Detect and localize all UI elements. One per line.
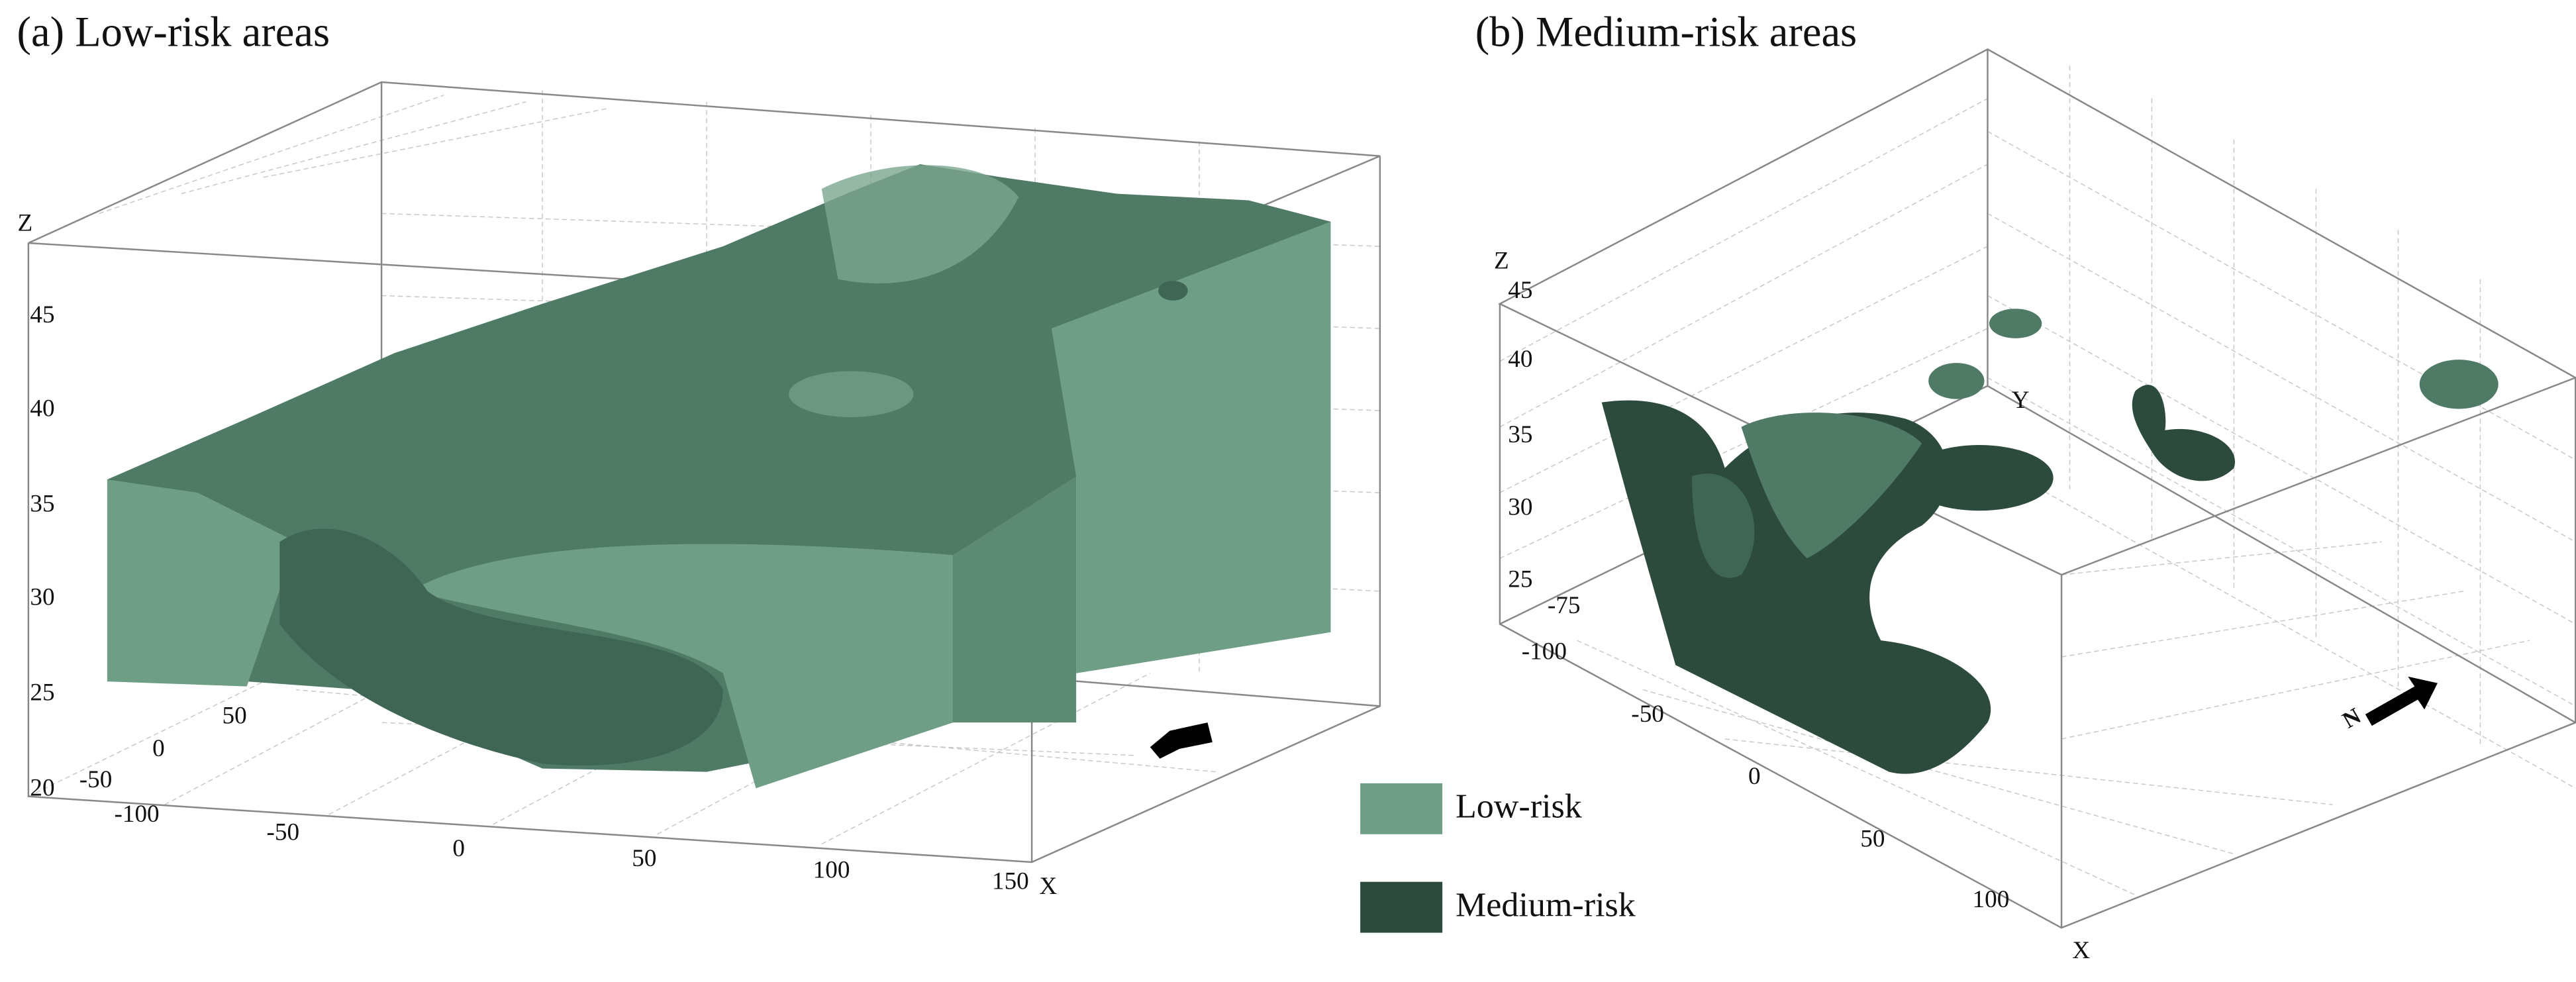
- z-tick-label: 25: [1508, 565, 1532, 593]
- panel-title: (a) Low-risk areas: [17, 8, 330, 55]
- z-tick-label: 35: [30, 490, 54, 517]
- north-arrow: [2365, 676, 2438, 726]
- x-axis-label: X: [1040, 873, 1058, 900]
- x-tick-label: 0: [452, 835, 465, 862]
- z-tick-label: 40: [30, 395, 54, 422]
- panel-b-frame: [1498, 48, 2576, 929]
- y-tick-label: -50: [79, 766, 113, 793]
- panel-b-bodies: [1601, 309, 2499, 774]
- x-tick-label: 50: [632, 845, 656, 872]
- x-tick-label: -50: [266, 818, 299, 846]
- y-tick-label: 0: [152, 735, 165, 762]
- north-label: N: [2338, 703, 2365, 733]
- x-tick-label: -100: [1522, 638, 1567, 665]
- z-tick-label: 30: [1508, 493, 1532, 520]
- z-axis-label: Z: [18, 209, 33, 236]
- y-tick-label: -75: [1548, 592, 1581, 619]
- y-axis-label: Y: [2012, 387, 2030, 414]
- panel-a-surface: [107, 164, 1331, 789]
- z-tick-label: 40: [1508, 346, 1532, 373]
- z-tick-label: 45: [1508, 277, 1532, 304]
- x-tick-label: 0: [1748, 763, 1761, 790]
- z-tick-label: 25: [30, 679, 54, 707]
- x-tick-label: 100: [813, 856, 850, 883]
- z-tick-label: 45: [30, 301, 54, 328]
- x-axis-label: X: [2072, 937, 2090, 964]
- x-tick-label: 50: [1860, 825, 1885, 852]
- z-tick-label: 20: [30, 774, 54, 801]
- x-tick-label: 150: [992, 868, 1029, 895]
- x-tick-label: 100: [1973, 886, 2010, 913]
- north-arrow: [1150, 722, 1213, 759]
- z-tick-label: 35: [1508, 421, 1532, 448]
- legend-label: Low-risk: [1456, 788, 1583, 826]
- z-tick-label: 30: [30, 584, 54, 611]
- legend-label: Medium-risk: [1456, 886, 1636, 924]
- panel-title: (b) Medium-risk areas: [1475, 8, 1857, 55]
- x-tick-label: -50: [1631, 701, 1664, 728]
- x-tick-label: -100: [114, 801, 159, 828]
- z-axis-label: Z: [1494, 247, 1509, 274]
- legend-swatch: [1360, 783, 1443, 834]
- legend-swatch: [1360, 881, 1443, 933]
- y-tick-label: 50: [223, 702, 247, 729]
